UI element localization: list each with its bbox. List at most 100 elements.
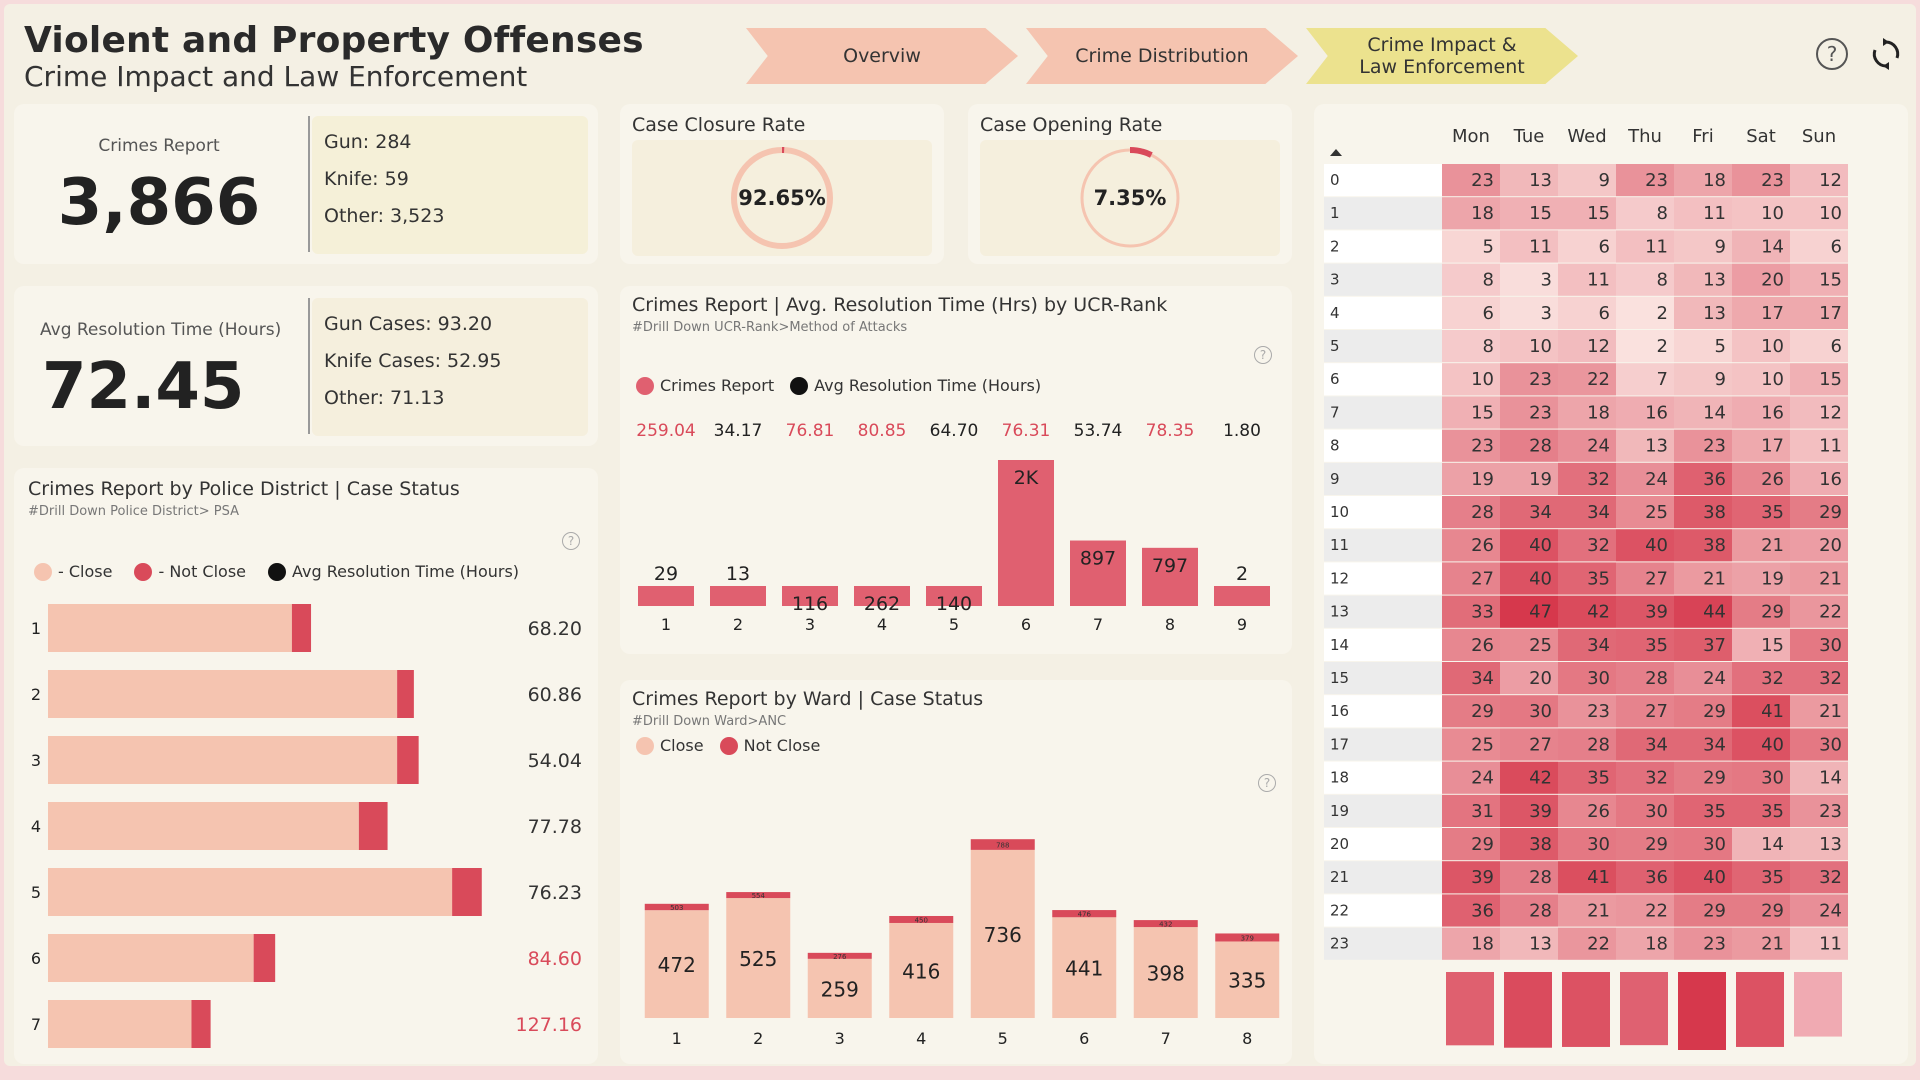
help-circle-icon[interactable]: ?	[1816, 38, 1848, 70]
heatmap-hour-label: 16	[1330, 702, 1349, 720]
heatmap-cell	[1732, 396, 1790, 429]
heatmap-row-label-bg	[1324, 529, 1442, 562]
heatmap-cell-value: 25	[1645, 502, 1668, 523]
crimes-report-card: Crimes Report 3,866 Gun: 284 Knife: 59 O…	[14, 104, 598, 264]
tab-crime-impact[interactable]: Crime Impact & Law Enforcement	[1306, 28, 1578, 84]
heatmap-cell-value: 40	[1761, 734, 1784, 755]
heatmap-cell	[1732, 363, 1790, 396]
heatmap-cell	[1558, 296, 1616, 329]
heatmap-cell-value: 38	[1703, 535, 1726, 556]
heatmap-cell-value: 13	[1819, 834, 1842, 855]
heatmap-cell-value: 23	[1529, 369, 1552, 390]
heatmap-cell-value: 40	[1645, 535, 1668, 556]
heatmap-cell	[1500, 662, 1558, 695]
heatmap-cell-value: 23	[1703, 436, 1726, 457]
heatmap-row-label-bg	[1324, 861, 1442, 894]
heatmap-hour-label: 17	[1330, 735, 1349, 753]
heatmap-cell-value: 30	[1819, 734, 1842, 755]
heatmap-cell	[1732, 197, 1790, 230]
district-bar-not-close	[397, 670, 414, 718]
heatmap-cell	[1500, 263, 1558, 296]
heatmap-cell	[1500, 330, 1558, 363]
tab-crime-distribution[interactable]: Crime Distribution	[1026, 28, 1298, 84]
ucr-chart-card: Crimes Report | Avg. Resolution Time (Hr…	[620, 286, 1292, 654]
heatmap-cell-value: 8	[1483, 336, 1494, 357]
heatmap-cell	[1616, 496, 1674, 529]
ward-bar-close	[644, 910, 709, 1018]
heatmap-cell	[1616, 363, 1674, 396]
heatmap-cell	[1616, 197, 1674, 230]
heatmap-cell	[1674, 794, 1732, 827]
refresh-icon[interactable]	[1870, 38, 1902, 70]
heatmap-cell-value: 29	[1703, 900, 1726, 921]
heatmap-cell	[1790, 728, 1848, 761]
heatmap-cell-value: 21	[1703, 568, 1726, 589]
heatmap-cell	[1790, 562, 1848, 595]
heatmap-cell	[1616, 828, 1674, 861]
heatmap-cell-value: 14	[1819, 768, 1842, 789]
heatmap-cell	[1500, 695, 1558, 728]
heatmap-cell	[1616, 562, 1674, 595]
ucr-value-label: 140	[936, 593, 972, 615]
ward-bar-not-close	[889, 915, 954, 923]
heatmap-hour-label: 0	[1330, 171, 1340, 189]
heatmap-cell-value: 38	[1703, 502, 1726, 523]
heatmap-cell	[1442, 462, 1500, 495]
tab-overview[interactable]: Overviw	[746, 28, 1018, 84]
heatmap-cell-value: 14	[1703, 402, 1726, 423]
heatmap-cell-value: 36	[1645, 867, 1668, 888]
help-icon[interactable]: ?	[1258, 774, 1276, 792]
ucr-category-label: 9	[1237, 615, 1247, 634]
district-avg-label: 127.16	[516, 1014, 582, 1036]
knife-cases-avg: Knife Cases: 52.95	[324, 350, 502, 372]
heatmap-cell	[1616, 330, 1674, 363]
ucr-bar	[782, 586, 838, 606]
help-icon[interactable]: ?	[562, 532, 580, 550]
heatmap-cell	[1732, 462, 1790, 495]
heatmap-cell-value: 25	[1529, 635, 1552, 656]
heatmap-cell-value: 34	[1587, 502, 1610, 523]
ward-category-label: 2	[753, 1029, 763, 1048]
tab-crime-impact-label: Crime Impact & Law Enforcement	[1359, 34, 1525, 78]
heatmap-hour-label: 18	[1330, 769, 1349, 787]
heatmap-cell	[1558, 761, 1616, 794]
ucr-category-label: 1	[661, 615, 671, 634]
ucr-avg-label: 34.17	[714, 421, 763, 441]
ward-bar-chart: 503 472 1 554 525 2 276 259 3 450 416 4 788 736 5 476 44…	[644, 839, 1280, 1048]
heatmap-cell	[1500, 861, 1558, 894]
ucr-avg-label: 64.70	[930, 421, 979, 441]
heatmap-cell-value: 18	[1471, 203, 1494, 224]
heatmap-cell-value: 15	[1819, 369, 1842, 390]
heatmap-cell-value: 24	[1819, 900, 1842, 921]
ward-bar-not-close	[807, 952, 872, 959]
heatmap-hour-label: 14	[1330, 636, 1349, 654]
heatmap-hour-label: 10	[1330, 503, 1349, 521]
heatmap-hour-label: 11	[1330, 536, 1349, 554]
heatmap-cell	[1500, 761, 1558, 794]
heatmap-cell	[1790, 230, 1848, 263]
tab-overview-label: Overviw	[843, 45, 921, 67]
heatmap-cell-value: 28	[1529, 436, 1552, 457]
district-bar-not-close	[397, 736, 419, 784]
heatmap-cell-value: 14	[1761, 834, 1784, 855]
heatmap-cell	[1674, 462, 1732, 495]
ucr-bar	[1070, 540, 1126, 606]
heatmap-cell-value: 30	[1587, 668, 1610, 689]
heatmap-cell-value: 10	[1761, 203, 1784, 224]
heatmap-cell	[1790, 861, 1848, 894]
heatmap-cell-value: 13	[1529, 170, 1552, 191]
heatmap-cell	[1674, 429, 1732, 462]
help-icon[interactable]: ?	[1254, 346, 1272, 364]
tab-crime-distribution-label: Crime Distribution	[1075, 45, 1249, 67]
heatmap-cell	[1790, 263, 1848, 296]
heatmap-cell-value: 19	[1529, 469, 1552, 490]
heatmap-cell	[1790, 164, 1848, 197]
heatmap-cell-value: 15	[1587, 203, 1610, 224]
heatmap-column-total-bar	[1678, 972, 1726, 1050]
heatmap-cell-value: 10	[1471, 369, 1494, 390]
heatmap-cell	[1558, 894, 1616, 927]
heatmap-cell-value: 23	[1471, 170, 1494, 191]
heatmap-cell-value: 17	[1761, 436, 1784, 457]
heatmap-row-label-bg	[1324, 662, 1442, 695]
heatmap-cell	[1732, 861, 1790, 894]
